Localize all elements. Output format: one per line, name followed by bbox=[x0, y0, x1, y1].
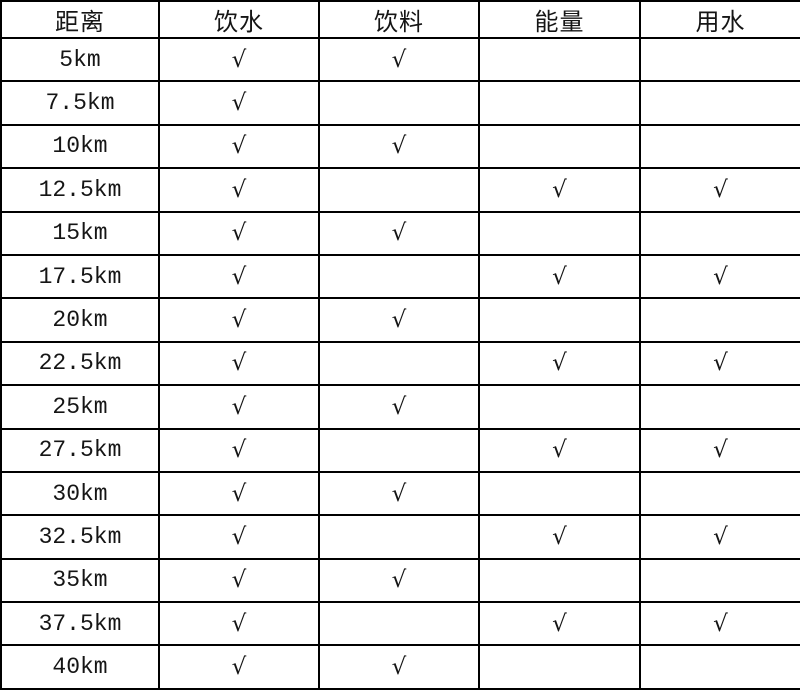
distance-cell: 22.5km bbox=[0, 340, 160, 387]
check-mark-cell: √ bbox=[158, 210, 320, 256]
check-mark-cell: √ bbox=[158, 644, 320, 690]
check-mark-cell: √ bbox=[478, 253, 641, 300]
column-header-beverage: 饮料 bbox=[318, 0, 480, 39]
table-row: 12.5km √ √ √ bbox=[0, 167, 800, 213]
table-row: 37.5km √ √ √ bbox=[0, 601, 800, 647]
check-mark-cell: √ bbox=[478, 427, 641, 473]
column-header-energy: 能量 bbox=[478, 0, 641, 39]
check-mark-cell: √ bbox=[158, 36, 320, 83]
empty-cell bbox=[318, 601, 480, 647]
empty-cell bbox=[478, 210, 641, 256]
table-row: 22.5km √ √ √ bbox=[0, 340, 800, 387]
check-mark-cell: √ bbox=[639, 514, 800, 560]
check-mark-cell: √ bbox=[318, 210, 480, 256]
empty-cell bbox=[639, 470, 800, 517]
check-mark-cell: √ bbox=[158, 384, 320, 430]
empty-cell bbox=[639, 644, 800, 690]
empty-cell bbox=[639, 36, 800, 83]
check-mark-cell: √ bbox=[158, 514, 320, 560]
check-mark-cell: √ bbox=[639, 253, 800, 300]
distance-cell: 15km bbox=[0, 210, 160, 256]
distance-cell: 10km bbox=[0, 123, 160, 170]
table-row: 15km √ √ bbox=[0, 210, 800, 256]
distance-cell: 40km bbox=[0, 644, 160, 690]
check-mark-cell: √ bbox=[318, 384, 480, 430]
check-mark-cell: √ bbox=[158, 80, 320, 126]
table-row: 5km √ √ bbox=[0, 36, 800, 83]
column-header-water-use: 用水 bbox=[639, 0, 800, 39]
check-mark-cell: √ bbox=[478, 340, 641, 387]
distance-cell: 20km bbox=[0, 297, 160, 343]
empty-cell bbox=[639, 80, 800, 126]
check-mark-cell: √ bbox=[639, 167, 800, 213]
table-row: 40km √ √ bbox=[0, 644, 800, 690]
empty-cell bbox=[318, 340, 480, 387]
column-header-distance: 距离 bbox=[0, 0, 160, 39]
empty-cell bbox=[639, 210, 800, 256]
check-mark-cell: √ bbox=[478, 514, 641, 560]
check-mark-cell: √ bbox=[318, 297, 480, 343]
check-mark-cell: √ bbox=[158, 167, 320, 213]
check-mark-cell: √ bbox=[639, 427, 800, 473]
check-mark-cell: √ bbox=[158, 601, 320, 647]
distance-cell: 37.5km bbox=[0, 601, 160, 647]
table-row: 17.5km √ √ √ bbox=[0, 253, 800, 300]
distance-cell: 35km bbox=[0, 557, 160, 604]
check-mark-cell: √ bbox=[478, 601, 641, 647]
check-mark-cell: √ bbox=[158, 123, 320, 170]
empty-cell bbox=[478, 36, 641, 83]
table-row: 25km √ √ bbox=[0, 384, 800, 430]
empty-cell bbox=[318, 253, 480, 300]
distance-cell: 5km bbox=[0, 36, 160, 83]
empty-cell bbox=[478, 384, 641, 430]
table-row: 35km √ √ bbox=[0, 557, 800, 604]
header-row: 距离 饮水 饮料 能量 用水 bbox=[0, 0, 800, 39]
distance-cell: 32.5km bbox=[0, 514, 160, 560]
check-mark-cell: √ bbox=[158, 253, 320, 300]
distance-cell: 27.5km bbox=[0, 427, 160, 473]
empty-cell bbox=[318, 514, 480, 560]
table-row: 32.5km √ √ √ bbox=[0, 514, 800, 560]
check-mark-cell: √ bbox=[318, 644, 480, 690]
check-mark-cell: √ bbox=[318, 36, 480, 83]
empty-cell bbox=[478, 557, 641, 604]
table-row: 10km √ √ bbox=[0, 123, 800, 170]
check-mark-cell: √ bbox=[158, 427, 320, 473]
check-mark-cell: √ bbox=[158, 557, 320, 604]
table-row: 20km √ √ bbox=[0, 297, 800, 343]
empty-cell bbox=[478, 297, 641, 343]
empty-cell bbox=[478, 80, 641, 126]
distance-cell: 12.5km bbox=[0, 167, 160, 213]
check-mark-cell: √ bbox=[478, 167, 641, 213]
empty-cell bbox=[478, 470, 641, 517]
empty-cell bbox=[318, 80, 480, 126]
empty-cell bbox=[639, 297, 800, 343]
empty-cell bbox=[318, 167, 480, 213]
empty-cell bbox=[639, 384, 800, 430]
table-row: 7.5km √ bbox=[0, 80, 800, 126]
empty-cell bbox=[478, 644, 641, 690]
empty-cell bbox=[478, 123, 641, 170]
distance-cell: 30km bbox=[0, 470, 160, 517]
empty-cell bbox=[639, 123, 800, 170]
empty-cell bbox=[639, 557, 800, 604]
distance-cell: 25km bbox=[0, 384, 160, 430]
check-mark-cell: √ bbox=[318, 557, 480, 604]
check-mark-cell: √ bbox=[318, 470, 480, 517]
check-mark-cell: √ bbox=[639, 340, 800, 387]
check-mark-cell: √ bbox=[158, 297, 320, 343]
check-mark-cell: √ bbox=[158, 340, 320, 387]
check-mark-cell: √ bbox=[639, 601, 800, 647]
column-header-drinking-water: 饮水 bbox=[158, 0, 320, 39]
table-row: 27.5km √ √ √ bbox=[0, 427, 800, 473]
distance-cell: 7.5km bbox=[0, 80, 160, 126]
table-row: 30km √ √ bbox=[0, 470, 800, 517]
empty-cell bbox=[318, 427, 480, 473]
check-mark-cell: √ bbox=[158, 470, 320, 517]
check-mark-cell: √ bbox=[318, 123, 480, 170]
distance-cell: 17.5km bbox=[0, 253, 160, 300]
